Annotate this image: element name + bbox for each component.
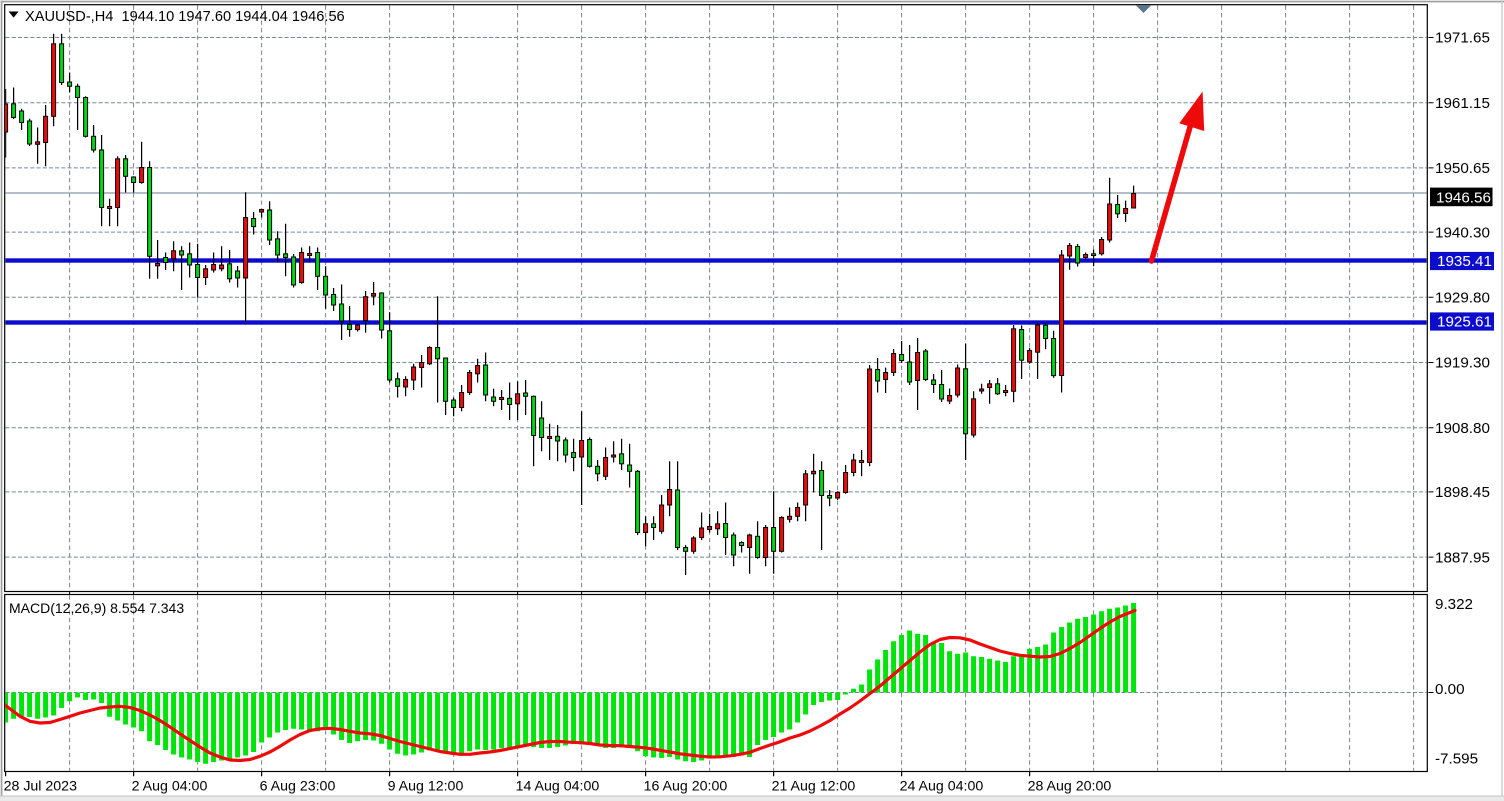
svg-text:1971.65: 1971.65 [1435,30,1490,47]
svg-text:MACD(12,26,9) 8.554 7.343: MACD(12,26,9) 8.554 7.343 [9,600,184,616]
svg-text:1950.65: 1950.65 [1435,160,1490,177]
svg-text:1898.45: 1898.45 [1435,484,1490,501]
svg-text:1929.80: 1929.80 [1435,290,1490,307]
svg-text:XAUUSD-,H4 1944.10 1947.60 19: XAUUSD-,H4 1944.10 1947.60 1944.04 1946.… [25,9,345,25]
svg-text:1925.61: 1925.61 [1437,314,1492,331]
svg-text:1961.15: 1961.15 [1435,95,1490,112]
svg-text:1946.56: 1946.56 [1436,189,1491,206]
svg-text:1908.80: 1908.80 [1435,420,1490,437]
svg-text:1919.30: 1919.30 [1435,355,1490,372]
svg-text:0.00: 0.00 [1435,681,1465,698]
svg-text:1935.41: 1935.41 [1437,253,1492,270]
svg-text:14 Aug 04:00: 14 Aug 04:00 [516,779,600,795]
svg-text:9 Aug 12:00: 9 Aug 12:00 [388,779,464,795]
svg-text:21 Aug 12:00: 21 Aug 12:00 [772,779,856,795]
svg-text:28 Aug 20:00: 28 Aug 20:00 [1028,779,1112,795]
svg-text:9.322: 9.322 [1435,596,1473,613]
svg-text:1887.95: 1887.95 [1435,549,1490,566]
svg-text:28 Jul 2023: 28 Jul 2023 [4,779,77,795]
svg-text:24 Aug 04:00: 24 Aug 04:00 [900,779,984,795]
svg-text:16 Aug 20:00: 16 Aug 20:00 [644,779,728,795]
svg-text:2 Aug 04:00: 2 Aug 04:00 [132,779,208,795]
svg-text:-7.595: -7.595 [1435,751,1478,768]
svg-text:1940.30: 1940.30 [1435,224,1490,241]
svg-text:6 Aug 23:00: 6 Aug 23:00 [260,779,336,795]
